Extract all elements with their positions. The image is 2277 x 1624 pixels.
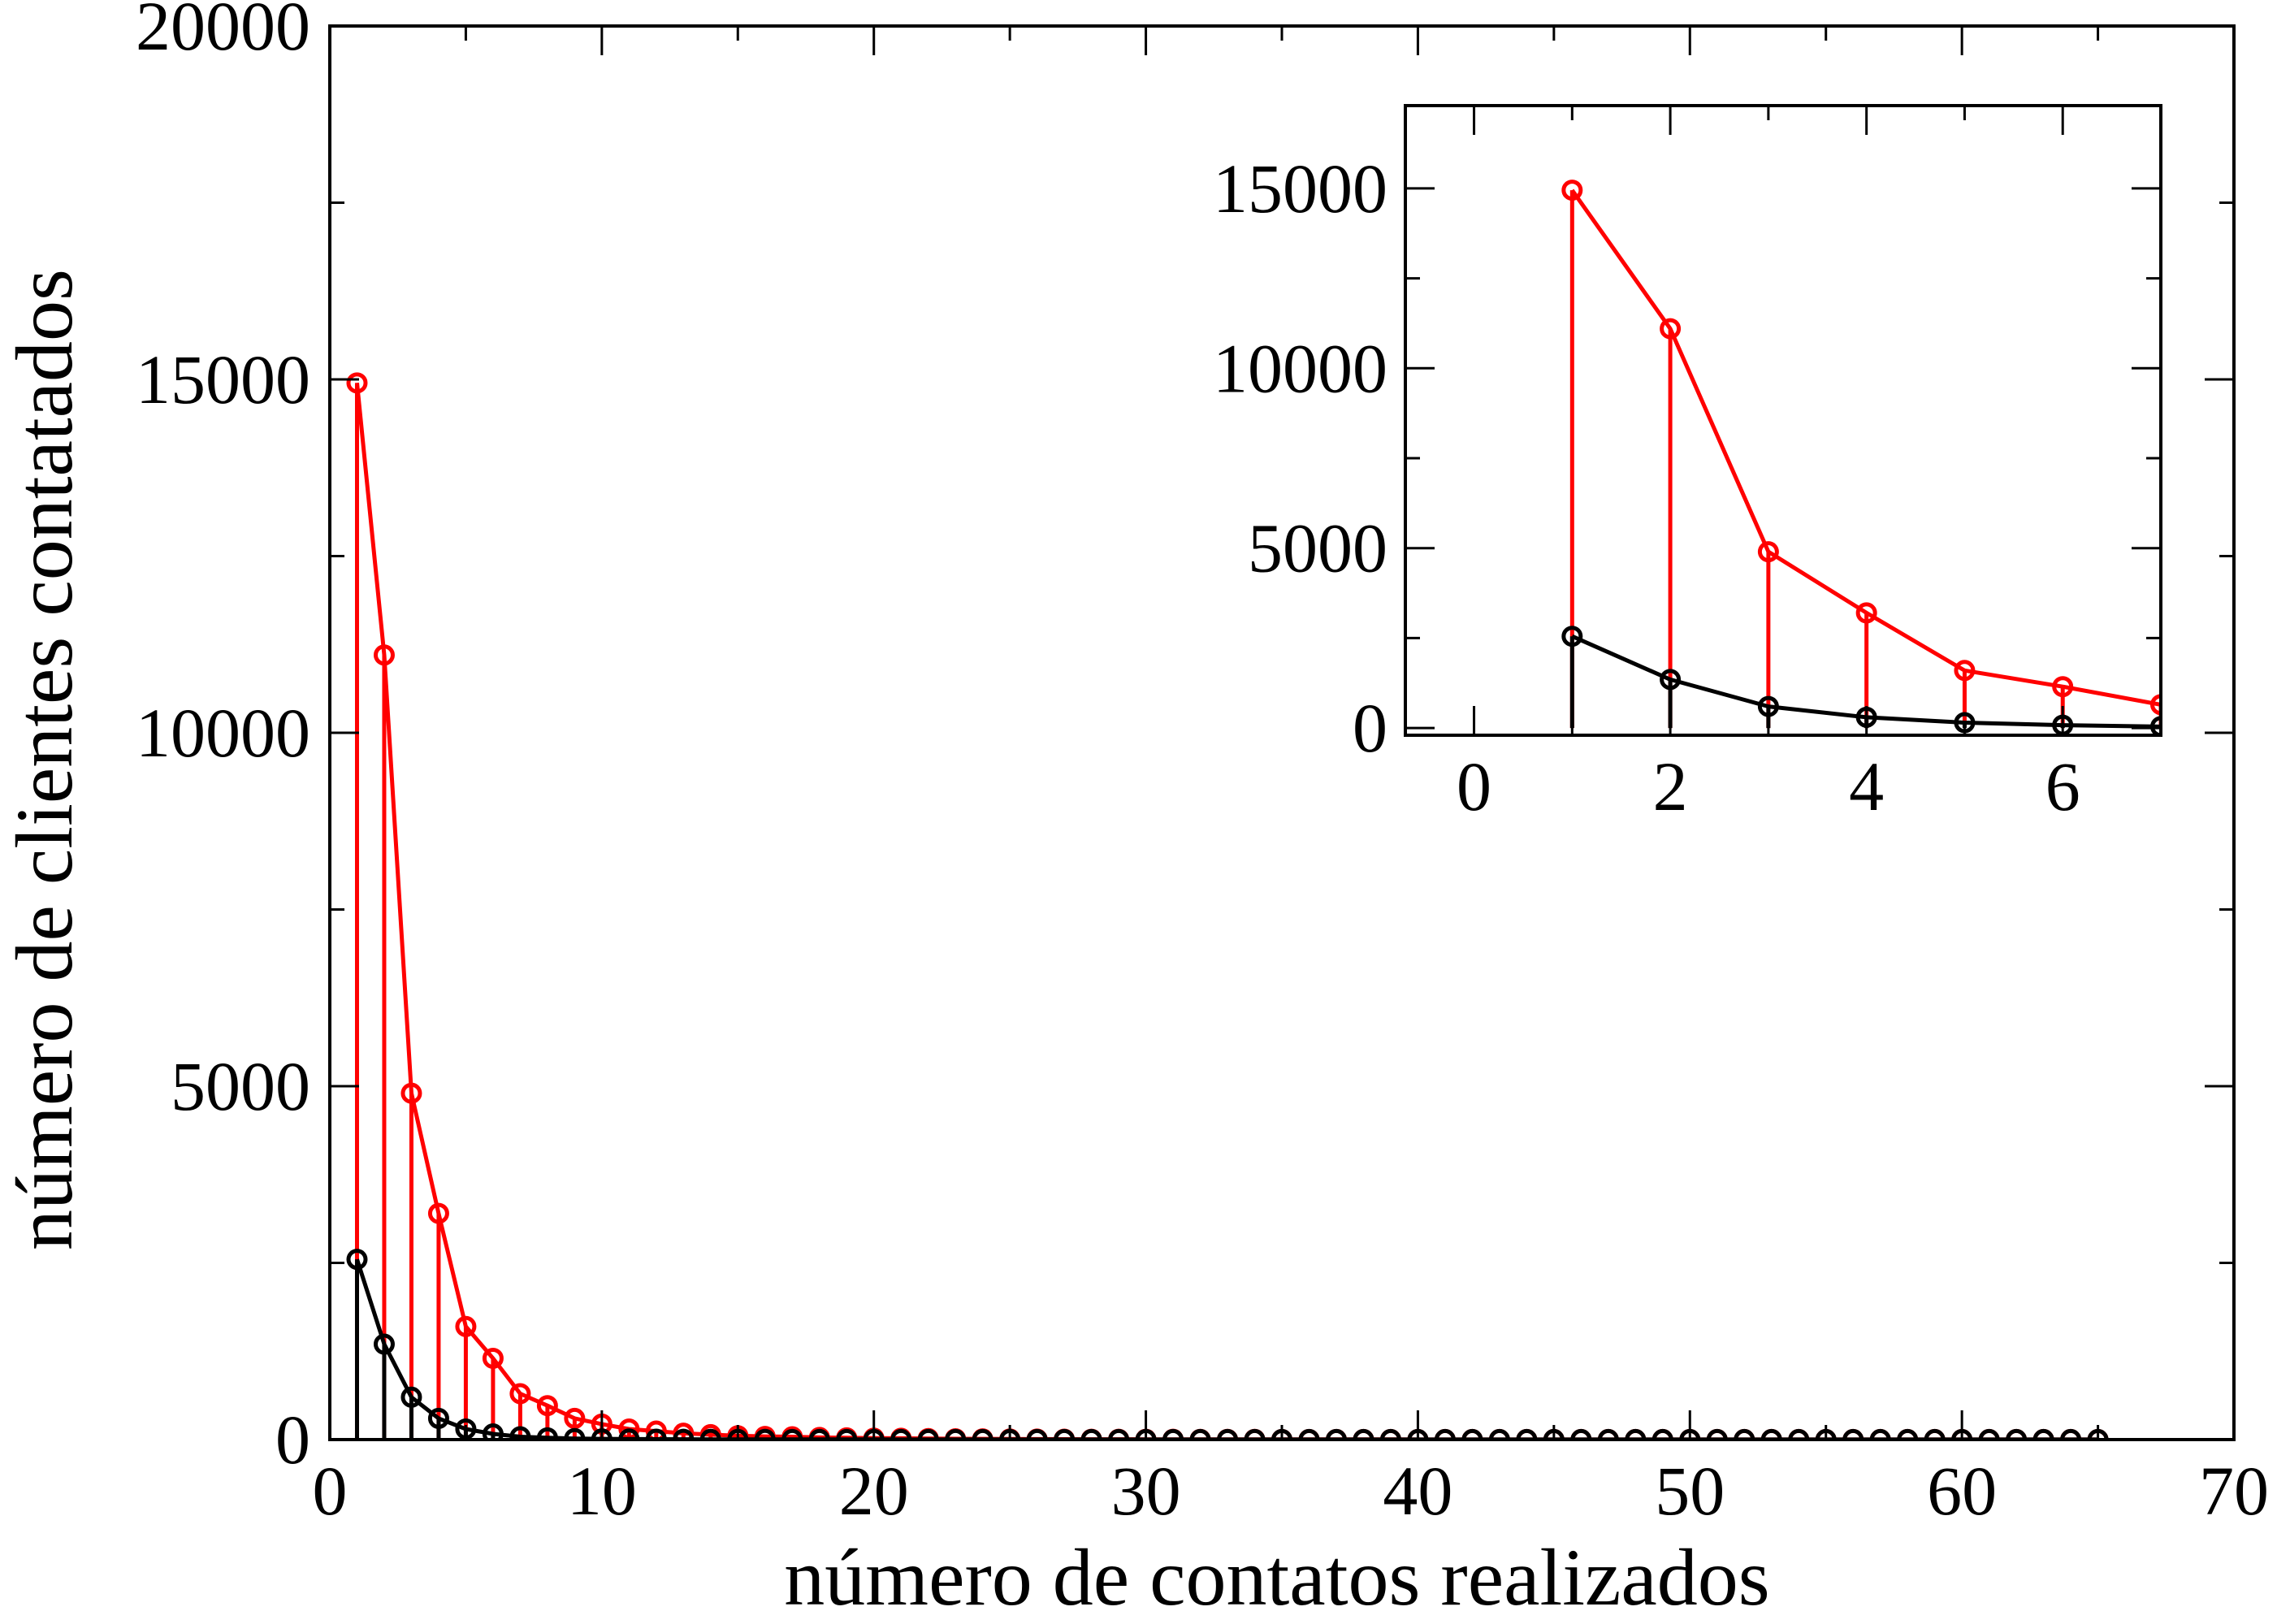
- inset-data-point: [2052, 676, 2074, 698]
- y-axis-title: número de clientes contatados: [0, 269, 89, 1250]
- inset-data-point: [1660, 318, 1682, 340]
- inset-data-point: [2150, 694, 2161, 716]
- main-x-tick-label: 70: [2199, 1452, 2269, 1530]
- inset-data-point: [1757, 695, 1779, 717]
- inset-data-point: [1757, 541, 1779, 563]
- inset-y-tick-label: 10000: [1213, 329, 1387, 407]
- main-data-point: [536, 1395, 558, 1417]
- main-data-point: [400, 1386, 422, 1408]
- main-data-point: [536, 1427, 558, 1440]
- main-data-point: [482, 1423, 504, 1440]
- main-x-tick-label: 0: [313, 1452, 348, 1530]
- main-data-point: [373, 1333, 395, 1355]
- inset-data-point: [1855, 602, 1877, 624]
- main-series-1: [346, 1249, 2109, 1440]
- main-x-tick-label: 20: [839, 1452, 909, 1530]
- main-y-tick-label: 5000: [171, 1047, 310, 1125]
- main-data-point: [564, 1407, 586, 1429]
- main-y-tick-label: 0: [275, 1401, 310, 1479]
- main-y-tick-label: 10000: [136, 694, 310, 772]
- inset-x-tick-label: 4: [1849, 747, 1884, 825]
- main-y-tick-label: 15000: [136, 340, 310, 418]
- inset-data-point: [1660, 669, 1682, 691]
- main-x-tick-label: 50: [1655, 1452, 1725, 1530]
- main-data-point: [346, 1249, 368, 1271]
- inset-data-point: [2150, 716, 2161, 735]
- main-data-point: [509, 1383, 531, 1405]
- main-data-point: [482, 1347, 504, 1369]
- main-data-point: [645, 1420, 667, 1440]
- inset-plot-panel: 0 2 4 6 0 5000 10000 15000: [1213, 104, 2162, 825]
- inset-x-tick-label: 6: [2045, 747, 2080, 825]
- inset-data-point: [1561, 180, 1583, 201]
- main-data-point: [427, 1407, 449, 1429]
- main-data-point: [346, 372, 368, 394]
- main-data-point: [509, 1426, 531, 1440]
- main-data-point: [373, 644, 395, 666]
- inset-data-point: [1561, 626, 1583, 647]
- inset-y-tick-label: 0: [1353, 689, 1387, 767]
- inset-x-tick-label: 0: [1457, 747, 1491, 825]
- main-x-tick-label: 40: [1383, 1452, 1452, 1530]
- main-data-point: [427, 1202, 449, 1224]
- x-axis-title: número de contatos realizados: [784, 1532, 1769, 1620]
- inset-frame: [1404, 104, 2162, 737]
- inset-y-tick-label: 15000: [1213, 149, 1387, 227]
- main-data-point: [455, 1315, 477, 1337]
- inset-background: [1405, 106, 2161, 735]
- main-x-tick-label: 30: [1111, 1452, 1181, 1530]
- inset-series-line: [1570, 188, 2161, 707]
- main-x-tick-label: 10: [567, 1452, 637, 1530]
- main-data-point: [400, 1082, 422, 1104]
- main-x-tick-label: 60: [1927, 1452, 1997, 1530]
- inset-y-tick-label: 5000: [1248, 509, 1387, 587]
- inset-data-point: [1954, 660, 1976, 682]
- main-y-tick-label: 20000: [136, 0, 310, 65]
- main-series-line: [355, 1258, 2098, 1440]
- inset-x-tick-label: 2: [1653, 747, 1688, 825]
